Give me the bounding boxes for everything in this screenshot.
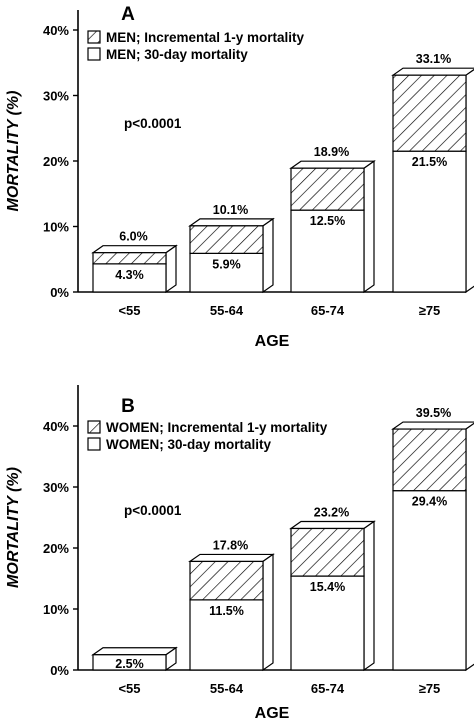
bar-incremental [189,225,264,254]
bar-incremental [290,527,365,577]
bar-total-label: 6.0% [119,230,148,244]
legend-swatch [87,30,101,44]
bar-30day-label: 4.3% [115,268,144,282]
bar-30day-label: 15.4% [310,580,345,594]
x-axis-label: AGE [255,705,290,720]
legend-swatch [87,437,101,451]
bar-side-face [262,217,274,294]
bar-30day [392,490,467,671]
bar-top-face [391,67,474,76]
bar-top-face [391,421,474,430]
x-tick-label: 55-64 [210,303,244,318]
y-tick-label: 20% [43,541,69,556]
legend-entry: WOMEN; Incremental 1-y mortality [106,420,328,435]
legend-entry: MEN; 30-day mortality [106,47,248,62]
y-axis-label: MORTALITY (%) [5,467,22,588]
bar-incremental [290,167,365,211]
bar-total-label: 10.1% [213,203,248,217]
bar-30day [189,252,264,293]
legend-entry: WOMEN; 30-day mortality [106,437,272,452]
y-tick-label: 0% [50,663,69,678]
y-tick-label: 0% [50,285,69,300]
y-tick-label: 40% [43,419,69,434]
bar-side-face [363,160,375,294]
x-axis-label: AGE [255,333,290,350]
bar-top-face [91,245,178,254]
bar-side-face [363,520,375,672]
bar-30day-label: 5.9% [212,257,241,271]
y-tick-label: 30% [43,89,69,104]
bar-side-face [465,422,474,672]
bar-30day [392,150,467,293]
y-tick-label: 40% [43,23,69,38]
bar-30day [92,263,167,293]
bar-top-face [289,520,376,530]
bar-total-label: 39.5% [416,406,451,420]
p-value-annotation: p<0.0001 [124,116,182,131]
x-tick-label: <55 [118,681,140,696]
x-tick-label: 65-74 [311,681,345,696]
p-value-annotation: p<0.0001 [124,503,182,518]
bar-incremental [92,252,167,265]
y-axis-label: MORTALITY (%) [5,91,22,212]
x-tick-label: ≥75 [419,303,441,318]
panel-a: 0% 10% 20% 30% 40% MORTALITY (%) A MEN; Increme… [5,4,474,350]
bar-30day-label: 21.5% [412,155,447,169]
bar-total-label: 23.2% [314,505,349,519]
x-tick-label: <55 [118,303,140,318]
bar-total-label: 18.9% [314,145,349,159]
panel-label: A [121,4,135,25]
bar-side-face [465,68,474,294]
bar-total-label: 33.1% [416,52,451,66]
panel-b: 0% 10% 20% 30% 40% MORTALITY (%) B WOMEN; Incre… [5,385,474,720]
bar-top-face [188,218,275,227]
bar-30day-label: 2.5% [115,657,144,671]
bar-incremental [392,428,467,492]
x-tick-label: 55-64 [210,681,244,696]
panel-label: B [121,396,135,417]
bar-30day-label: 12.5% [310,214,345,228]
bar-top-face [188,553,275,563]
bar-total-label: 17.8% [213,538,248,552]
x-tick-label: 65-74 [311,303,345,318]
legend-swatch [87,47,101,61]
bar-incremental [392,74,467,152]
legend-swatch [87,420,101,434]
bar-side-face [165,244,177,294]
bar-side-face [262,553,274,672]
x-tick-label: ≥75 [419,681,441,696]
y-tick-label: 20% [43,154,69,169]
bar-30day [290,209,365,293]
bar-30day [92,654,167,671]
bar-30day-label: 11.5% [209,604,244,618]
y-tick-label: 10% [43,602,69,617]
bar-top-face [289,160,376,169]
legend-entry: MEN; Incremental 1-y mortality [106,30,305,45]
bar-30day-label: 29.4% [412,495,447,509]
y-tick-label: 30% [43,480,69,495]
bar-incremental [189,560,264,601]
bar-top-face [91,647,178,656]
y-tick-label: 10% [43,220,69,235]
